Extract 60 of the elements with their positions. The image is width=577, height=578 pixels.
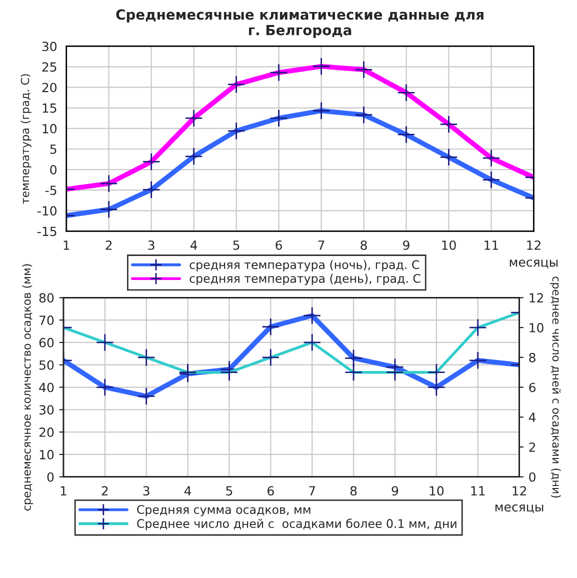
- y-tick-label: 50: [40, 360, 54, 370]
- x-tick-label: 9: [403, 240, 410, 250]
- y-tick-label: 20: [42, 82, 56, 92]
- x-tick-label: 5: [226, 486, 232, 496]
- x-tick-label: 7: [309, 486, 316, 496]
- x-tick-label: 4: [184, 486, 192, 496]
- y-tick-label: 30: [42, 42, 56, 52]
- legend-label: средняя температура (день), град. С: [190, 274, 420, 286]
- y-tick-label: -10: [38, 206, 56, 216]
- chart-title: Среднемесячные климатические данные для г. Белгорода: [116, 9, 484, 38]
- y-tick-label: 80: [39, 293, 54, 303]
- x-tick-label: 3: [143, 486, 150, 496]
- x-tick-label: 6: [268, 486, 274, 496]
- x-tick-label: 11: [484, 240, 498, 250]
- x-tick-label: 8: [360, 240, 367, 250]
- y-axis-title: температура (град. С): [20, 74, 32, 204]
- x-tick-label: 1: [64, 240, 70, 250]
- x-tick-label: 3: [148, 240, 154, 250]
- x-tick-label: 6: [276, 240, 282, 250]
- y-tick-label: 70: [40, 316, 54, 325]
- legend-label: Среднее число дней с осадками более 0.1 мм, дни: [137, 518, 456, 530]
- y-tick-label: 10: [40, 450, 54, 460]
- y2-axis-title: среднее число дней с осадками (дни): [550, 276, 561, 498]
- x-tick-label: 12: [527, 240, 540, 250]
- y-tick-label: 40: [39, 382, 54, 392]
- x-tick-label: 4: [190, 240, 198, 250]
- x-tick-label: 2: [102, 486, 108, 496]
- y-axis-title: среднемесячное количество осадков (мм): [22, 264, 33, 511]
- y-tick-label: 20: [39, 428, 54, 437]
- y2-tick-label: 12: [530, 293, 543, 302]
- y2-tick-label: 8: [529, 352, 536, 362]
- y-tick-label: -15: [38, 226, 56, 236]
- x-tick-label: 10: [442, 240, 456, 250]
- y-tick-label: 30: [39, 405, 54, 415]
- legend-label: Средняя сумма осадков, мм: [137, 505, 310, 516]
- y-tick-label: 10: [42, 124, 56, 134]
- y-tick-label: 15: [42, 104, 56, 113]
- y2-tick-label: 0: [529, 472, 536, 482]
- y-tick-label: 0: [50, 165, 56, 174]
- y2-tick-label: 2: [529, 442, 536, 452]
- y2-tick-label: 4: [528, 412, 536, 422]
- x-axis-title: месяцы: [495, 504, 544, 514]
- y-tick-label: 60: [39, 338, 54, 348]
- x-tick-label: 10: [430, 486, 444, 496]
- y-tick-label: 5: [50, 144, 56, 154]
- y2-tick-label: 10: [530, 323, 544, 332]
- y-tick-label: 0: [47, 472, 54, 482]
- y-tick-label: -5: [45, 186, 56, 196]
- legend-label: средняя температура (ночь), град. С: [190, 260, 420, 272]
- x-tick-label: 2: [106, 240, 112, 250]
- x-tick-label: 12: [512, 486, 526, 496]
- x-tick-label: 5: [233, 240, 240, 250]
- x-tick-label: 9: [392, 486, 398, 496]
- y2-tick-label: 6: [529, 382, 536, 392]
- x-tick-label: 1: [60, 486, 66, 496]
- x-tick-label: 11: [471, 486, 485, 496]
- y-tick-label: 25: [42, 62, 56, 72]
- x-tick-label: 7: [318, 240, 324, 250]
- x-tick-label: 8: [350, 486, 357, 496]
- x-axis-title: месяцы: [510, 260, 558, 268]
